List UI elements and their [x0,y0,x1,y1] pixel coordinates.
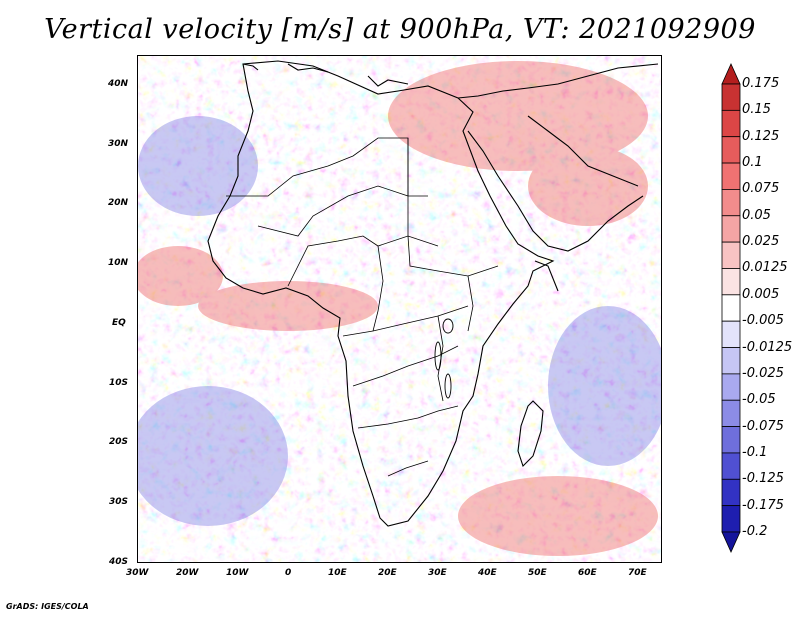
colorbar-swatch [721,399,741,427]
lon-label: 20W [176,568,199,578]
lon-label: 30W [126,568,149,578]
colorbar [721,63,741,553]
colorbar-swatch [721,478,741,507]
map-plot-area[interactable] [137,55,662,563]
colorbar-label: -0.125 [742,471,784,487]
lon-label: 50E [528,568,547,578]
updraft-regions [138,61,658,556]
colorbar-label: -0.2 [742,524,768,539]
colorbar-label: 0.1 [742,155,763,171]
colorbar-label: 0.005 [742,286,780,302]
madagascar [517,400,544,468]
colorbar-swatch [721,63,741,85]
colorbar-swatch [721,426,741,454]
lat-label: 20N [108,198,129,208]
colorbar-label: -0.0125 [742,339,793,355]
middle-east-coast [457,63,659,99]
colorbar-swatch [721,215,741,243]
velocity-shading-overlay [138,56,661,562]
colorbar-swatch [721,294,741,322]
lat-label: 40N [108,79,129,89]
lon-label: 10E [328,568,347,578]
horn-coast [534,260,559,292]
lon-label: 40E [478,568,497,578]
lakes [434,318,454,399]
colorbar-label: 0.125 [742,128,780,144]
lon-label: 20E [378,568,397,578]
colorbar-swatch [721,189,741,217]
country-borders [226,137,499,477]
colorbar-label: 0.075 [742,181,780,197]
colorbar-swatch [721,268,741,296]
mediterranean-coast [242,63,409,87]
lat-label: 20S [109,437,129,447]
lon-label: 70E [628,568,647,578]
colorbar-swatch [721,136,741,164]
downdraft-regions [138,116,661,526]
colorbar-label: -0.175 [742,497,784,513]
colorbar-swatch [721,320,741,348]
lat-label: 40S [109,557,129,567]
lat-label: EQ [112,318,126,328]
colorbar-swatch [721,347,741,375]
lon-label: 60E [578,568,597,578]
colorbar-swatch [721,452,741,480]
persian-gulf-coast [527,115,639,187]
map-title: Vertical velocity [m/s] at 900hPa, VT: 2… [44,14,756,45]
lon-label: 0 [285,568,292,578]
colorbar-swatch [721,241,741,269]
africa-coastline [207,60,555,527]
lat-label: 30N [108,139,129,149]
colorbar-swatch [721,83,741,111]
coastlines [207,60,659,527]
colorbar-swatch [721,373,741,401]
colorbar-label: 0.15 [742,102,771,118]
colorbar-label: -0.075 [742,418,784,434]
colorbar-label: -0.005 [742,313,784,329]
colorbar-label: -0.025 [742,365,784,381]
colorbar-label: -0.1 [742,444,768,460]
colorbar-swatch [721,505,741,533]
colorbar-label: 0.05 [742,207,771,223]
colorbar-label: 0.175 [742,76,780,91]
grads-credit: GrADS: IGES/COLA [6,602,89,611]
lat-label: 10S [109,378,129,388]
velocity-field-map [138,56,661,562]
colorbar-label: 0.025 [742,234,780,250]
red-sea-arabia-coast [467,130,644,252]
colorbar-label: 0.0125 [742,260,788,276]
lon-label: 10W [226,568,249,578]
colorbar-swatch [721,109,741,138]
colorbar-swatch [721,162,741,190]
colorbar-label: -0.05 [742,392,776,408]
lat-label: 10N [108,258,129,268]
lon-label: 30E [428,568,447,578]
lat-label: 30S [109,497,129,507]
colorbar-swatch [721,531,741,553]
